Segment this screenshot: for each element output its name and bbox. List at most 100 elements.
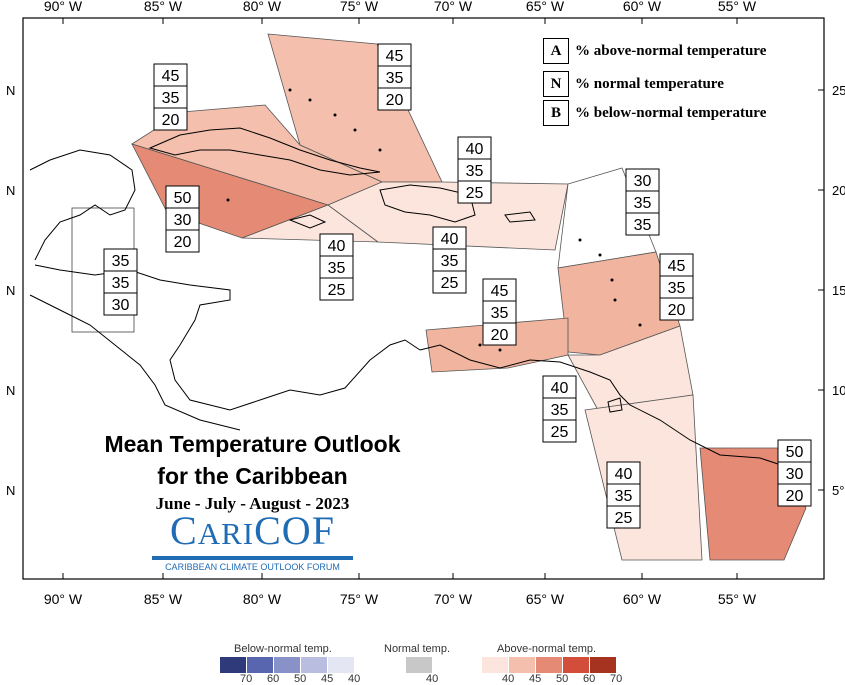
above-swatch-label: 45 <box>529 673 542 685</box>
prob-above-value: 40 <box>551 380 569 397</box>
island-dot <box>578 238 582 242</box>
lon-tick-bottom: 90° W <box>44 591 83 607</box>
prob-below-value: 20 <box>668 302 686 319</box>
probability-box: 45 35 20 <box>153 63 188 131</box>
prob-normal-value: 30 <box>174 212 192 229</box>
probability-box: 45 35 20 <box>482 278 517 346</box>
above-swatch-label: 60 <box>583 673 596 685</box>
probability-box: 50 30 20 <box>777 439 812 507</box>
above-swatch <box>563 657 589 673</box>
probability-box: 40 35 25 <box>606 461 641 529</box>
legend-row-normal: N % normal temperature <box>543 71 724 97</box>
logo-subtitle: CARIBBEAN CLIMATE OUTLOOK FORUM <box>165 562 340 572</box>
probability-box: 45 35 20 <box>377 43 412 111</box>
prob-below-value: 20 <box>386 92 404 109</box>
probability-box: 45 35 20 <box>659 253 694 321</box>
logo-bar <box>152 556 353 560</box>
below-swatch-label: 60 <box>267 673 280 685</box>
below-swatch <box>328 657 354 673</box>
lon-tick-bottom: 65° W <box>526 591 565 607</box>
prob-normal-value: 35 <box>162 90 180 107</box>
coast-south-america <box>419 344 806 481</box>
prob-above-value: 40 <box>441 231 459 248</box>
prob-normal-value: 35 <box>386 70 404 87</box>
probability-cell <box>482 322 517 346</box>
island-dot <box>598 253 602 257</box>
lon-tick-bottom: 70° W <box>434 591 473 607</box>
logo-cap: COF <box>254 508 335 553</box>
caricof-logo: CARICOF CARIBBEAN CLIMATE OUTLOOK FORUM <box>150 510 355 572</box>
prob-above-value: 30 <box>634 173 652 190</box>
prob-below-value: 25 <box>441 275 459 292</box>
prob-above-value: 35 <box>112 253 130 270</box>
probability-box: 40 35 25 <box>432 226 467 294</box>
lon-tick-bottom: 60° W <box>623 591 662 607</box>
lat-tick-left: N <box>6 483 15 498</box>
prob-above-value: 40 <box>328 238 346 255</box>
probability-box: 40 35 25 <box>319 233 354 301</box>
coast-pacific <box>29 294 241 431</box>
below-swatch <box>220 657 246 673</box>
legend-row-below: B % below-normal temperature <box>543 100 766 126</box>
prob-normal-value: 35 <box>466 163 484 180</box>
coastline-layer <box>29 127 806 481</box>
coast-hispaniola <box>379 184 476 223</box>
below-swatch-label: 70 <box>240 673 253 685</box>
prob-normal-value: 35 <box>551 402 569 419</box>
logo-wordmark: CARICOF <box>150 510 355 555</box>
prob-normal-value: 30 <box>786 466 804 483</box>
probability-cell <box>457 180 492 204</box>
lon-tick-top: 70° W <box>434 0 473 14</box>
prob-below-value: 35 <box>634 217 652 234</box>
probability-cell <box>659 297 694 321</box>
lon-tick-top: 75° W <box>340 0 379 14</box>
coast-yucatan <box>29 149 136 261</box>
lon-tick-bottom: 85° W <box>144 591 183 607</box>
below-swatch-label: 50 <box>294 673 307 685</box>
logo-cap: C <box>170 508 198 553</box>
prob-above-value: 40 <box>466 141 484 158</box>
above-swatch-label: 70 <box>610 673 623 685</box>
colorbar-above-title: Above-normal temp. <box>497 643 597 655</box>
above-swatch-label: 50 <box>556 673 569 685</box>
lat-tick-right: 10 <box>832 383 845 398</box>
lon-tick-top: 80° W <box>243 0 282 14</box>
prob-below-value: 20 <box>162 112 180 129</box>
legend-key: B <box>543 100 569 126</box>
lat-tick-right: 15 <box>832 283 845 298</box>
probability-box: 40 35 25 <box>542 375 577 443</box>
prob-below-value: 20 <box>174 234 192 251</box>
lat-tick-right: 25 <box>832 83 845 98</box>
coast-central-america <box>34 264 421 411</box>
lon-tick-top: 90° W <box>44 0 83 14</box>
island-dot <box>378 148 382 152</box>
probability-cell <box>777 483 812 507</box>
island-layer <box>226 88 642 352</box>
normal-swatch-label: 40 <box>426 673 439 685</box>
lon-tick-top: 85° W <box>144 0 183 14</box>
legend-label: % above-normal temperature <box>575 42 767 59</box>
legend-label: % below-normal temperature <box>575 104 767 121</box>
coast-cuba <box>148 127 381 176</box>
above-swatch <box>482 657 508 673</box>
island-dot <box>613 298 617 302</box>
island-dot <box>333 113 337 117</box>
map-title-line1: Mean Temperature Outlook <box>104 431 401 457</box>
lat-tick-right: 5° <box>832 483 844 498</box>
probability-cell <box>432 270 467 294</box>
probability-box: 40 35 25 <box>457 136 492 204</box>
prob-above-value: 45 <box>668 258 686 275</box>
prob-normal-value: 35 <box>112 275 130 292</box>
below-swatch <box>247 657 273 673</box>
prob-above-value: 45 <box>162 68 180 85</box>
island-dot <box>610 278 614 282</box>
prob-above-value: 40 <box>615 466 633 483</box>
colorbar-below-title: Below-normal temp. <box>234 643 332 655</box>
island-dot <box>308 98 312 102</box>
lon-tick-top: 60° W <box>623 0 662 14</box>
below-swatch <box>274 657 300 673</box>
lon-tick-top: 55° W <box>718 0 757 14</box>
probability-cell <box>542 419 577 443</box>
season-label: June - July - August - 2023 <box>155 494 350 513</box>
prob-below-value: 20 <box>786 488 804 505</box>
